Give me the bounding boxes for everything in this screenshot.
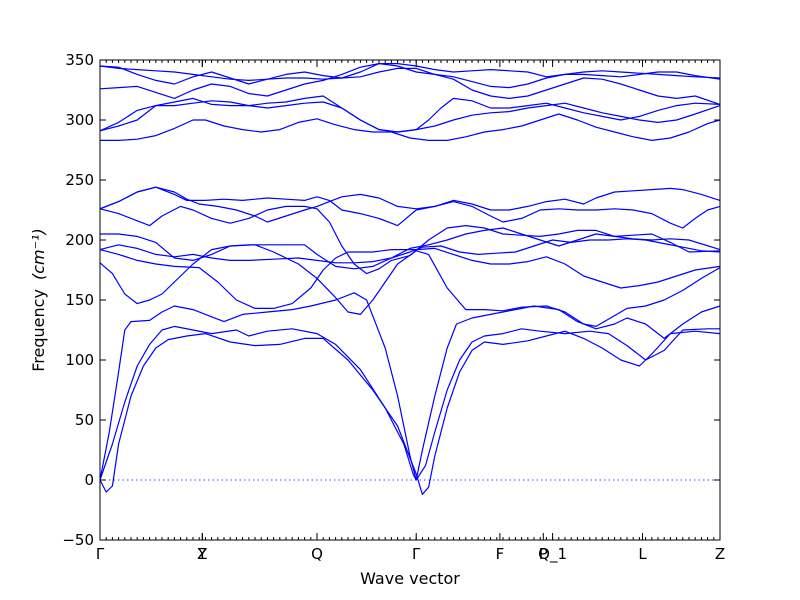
x-tick-label: Γ — [96, 545, 105, 563]
branch-3 — [99, 292, 721, 481]
y-tick-label: 100 — [65, 351, 94, 369]
x-tick-label: L — [638, 545, 647, 563]
x-tick-label: F — [496, 545, 505, 563]
branch-7 — [100, 227, 721, 270]
y-tick-label: 250 — [65, 171, 94, 189]
y-tick-label: −50 — [62, 531, 94, 549]
branch-5 — [99, 247, 721, 309]
y-tick-label: 0 — [84, 471, 94, 489]
branch-6 — [99, 238, 721, 264]
y-axis-ticks: −50 0 50 100 150 200 250 300 350 — [62, 51, 720, 549]
y-tick-label: 200 — [65, 231, 94, 249]
branch-9 — [99, 186, 721, 229]
branch-10 — [99, 186, 721, 227]
y-tick-label: 300 — [65, 111, 94, 129]
y-tick-label: 350 — [65, 51, 94, 69]
branch-8 — [99, 205, 721, 275]
x-axis-label: Wave vector — [360, 569, 460, 588]
x-tick-label: Q_1 — [538, 545, 567, 564]
branch-4 — [99, 244, 721, 327]
branch-11 — [100, 113, 721, 141]
y-axis-label: Frequency (cm⁻¹) — [29, 228, 48, 371]
x-axis-ticks: Γ YZ Q Γ F PQ_1 L Z — [96, 60, 725, 564]
branch-1 — [99, 330, 721, 495]
y-tick-label: 50 — [75, 411, 94, 429]
x-tick-label: P — [539, 545, 548, 563]
branch-15 — [99, 65, 721, 89]
y-tick-label: 150 — [65, 291, 94, 309]
x-tick-label: Q — [311, 545, 323, 563]
dispersion-branches — [99, 63, 721, 495]
y-axis-label-unit: (cm⁻¹) — [29, 228, 48, 280]
x-tick-label: Γ — [412, 545, 421, 563]
x-tick-label: Z — [197, 545, 207, 563]
branch-2 — [99, 325, 720, 481]
x-tick-label: Y — [197, 545, 208, 563]
branch-13 — [99, 95, 721, 133]
x-tick-label: Z — [715, 545, 725, 563]
plot-frame — [99, 59, 721, 541]
y-axis-label-text: Frequency — [29, 289, 48, 372]
branch-16 — [99, 63, 721, 85]
